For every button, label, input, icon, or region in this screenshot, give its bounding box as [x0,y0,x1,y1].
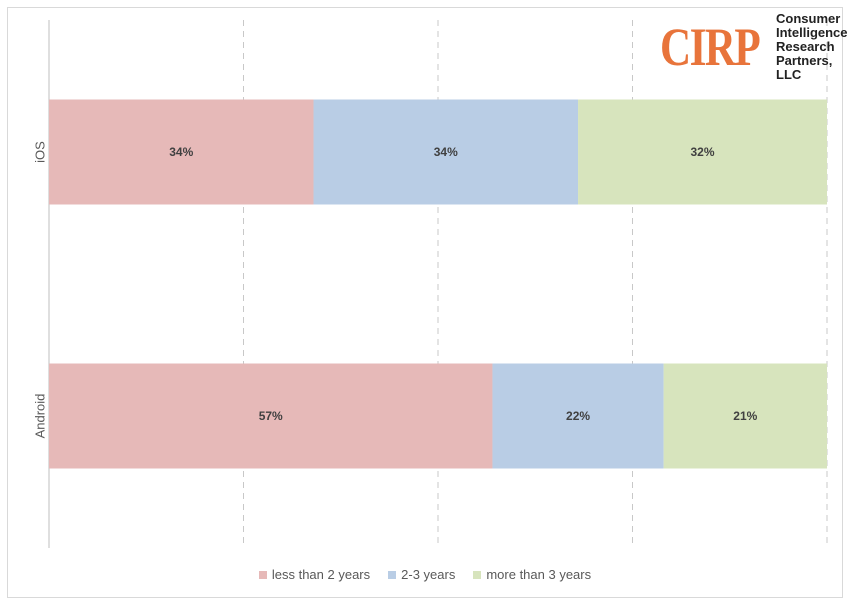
logo-line: Research [776,39,835,54]
category-label: Android [33,394,48,439]
bar-segment [663,363,827,469]
data-label: 21% [733,409,757,423]
legend-swatch [473,570,482,579]
legend-item-2-3: 2-3 years [388,567,455,582]
bar-segment [578,99,827,205]
logo-text: Consumer Intelligence Research Partners,… [776,12,850,82]
data-label: 34% [169,145,193,159]
legend-swatch [388,570,397,579]
logo-line: Intelligence [776,25,848,40]
bar-segment [49,99,314,205]
legend-label: less than 2 years [271,567,371,582]
bar-segment [492,363,664,469]
legend-item-more-than-3: more than 3 years [473,567,591,582]
bar-segment [49,363,493,469]
cirp-logo: CIRP Consumer Intelligence Research Part… [660,12,850,82]
category-label: iOS [33,141,48,163]
logo-line: Consumer [776,11,841,26]
data-label: 34% [434,145,458,159]
data-label: 57% [259,409,283,423]
legend-label: 2-3 years [401,567,456,582]
legend: less than 2 years 2-3 years more than 3 … [0,567,850,582]
logo-line: Partners, LLC [776,53,833,82]
legend-item-less-than-2: less than 2 years [258,567,371,582]
legend-swatch [258,570,267,579]
data-label: 22% [566,409,590,423]
chart-frame [7,7,843,598]
data-label: 32% [691,145,715,159]
bar-segment [313,99,579,205]
logo-mark: CIRP [660,17,761,77]
legend-label: more than 3 years [486,567,592,582]
